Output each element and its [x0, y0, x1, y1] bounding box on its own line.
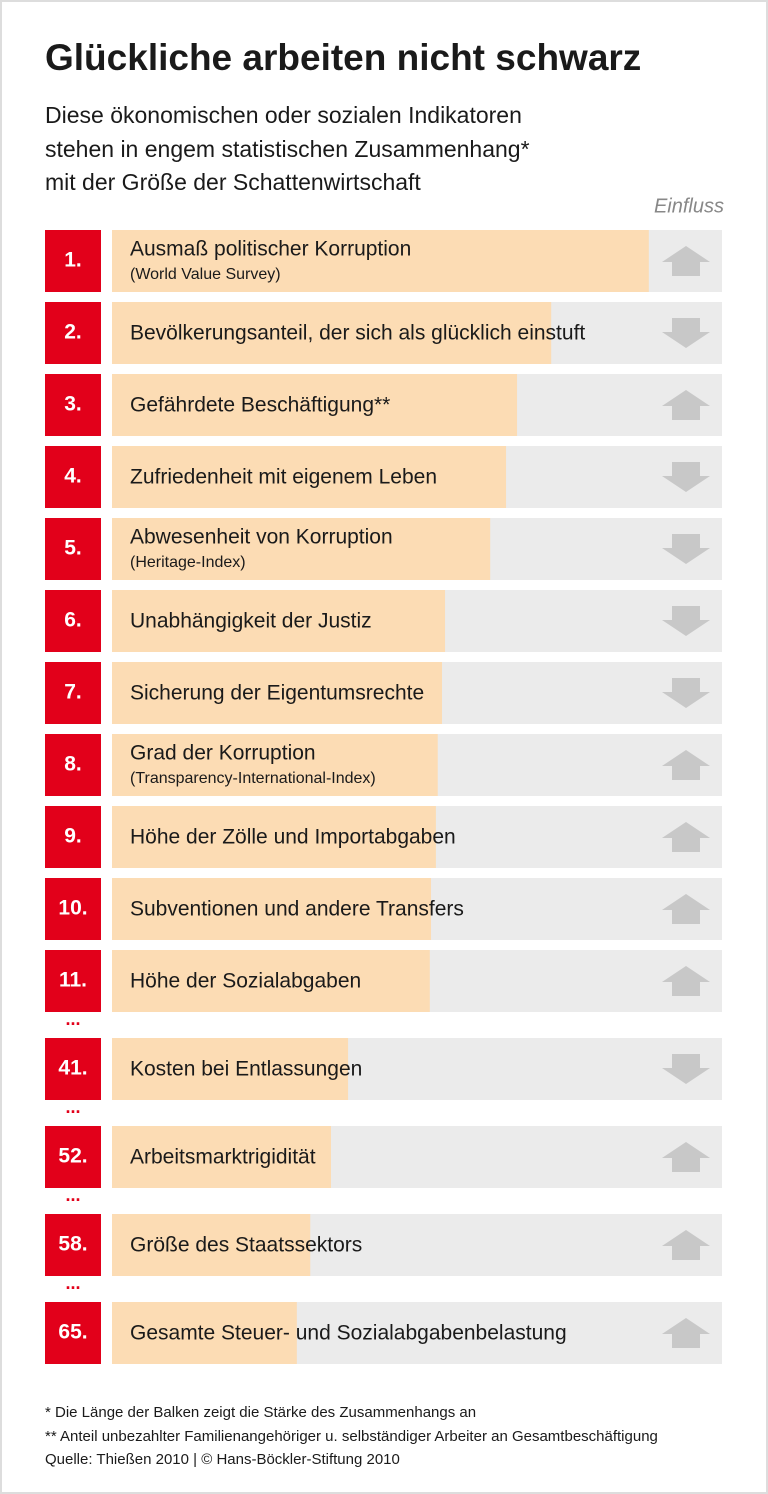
bar [112, 1302, 297, 1364]
rank-box [45, 230, 101, 292]
rank-box [45, 734, 101, 796]
influence-arrow [662, 318, 710, 348]
label: Subventionen und andere Transfers [130, 898, 464, 921]
influence-arrow [662, 606, 710, 636]
label: Gesamte Steuer- und Sozialabgabenbelastu… [130, 1322, 567, 1345]
influence-arrow [662, 894, 710, 924]
footnote: ** Anteil unbezahlter Familienangehörige… [45, 1428, 658, 1445]
rank: 9. [64, 825, 82, 848]
footnote: * Die Länge der Balken zeigt die Stärke … [45, 1404, 476, 1421]
bar [112, 1214, 311, 1276]
rank: 1. [64, 249, 82, 272]
influence-arrow [662, 966, 710, 996]
bar [112, 446, 507, 508]
rank-box [45, 1038, 101, 1100]
rank-box [45, 1302, 101, 1364]
rank: 7. [64, 681, 82, 704]
rank-box [45, 590, 101, 652]
bar [112, 302, 552, 364]
label: Zufriedenheit mit eigenem Leben [130, 466, 437, 489]
influence-arrow [662, 462, 710, 492]
bar [112, 590, 446, 652]
label: Arbeitsmarktrigidität [130, 1146, 316, 1169]
influence-arrow [662, 1318, 710, 1348]
rank: 3. [64, 393, 82, 416]
column-label: Einfluss [654, 195, 724, 217]
influence-arrow [662, 750, 710, 780]
source: Quelle: Thießen 2010 | © Hans-Böckler-St… [45, 1451, 400, 1468]
rank-box [45, 878, 101, 940]
bar [112, 230, 649, 292]
influence-arrow [662, 534, 710, 564]
bar [112, 878, 432, 940]
rank: 41. [58, 1057, 87, 1080]
label: Höhe der Zölle und Importabgaben [130, 826, 456, 849]
subtitle: Diese ökonomischen oder sozialen Indikat… [45, 102, 522, 128]
label: Sicherung der Eigentumsrechte [130, 682, 424, 705]
rank: 11. [59, 969, 87, 992]
rank: 65. [58, 1321, 87, 1344]
note: (World Value Survey) [130, 266, 281, 283]
label: Ausmaß politischer Korruption [130, 238, 411, 261]
rank-box [45, 1214, 101, 1276]
influence-arrow [662, 390, 710, 420]
note: (Heritage-Index) [130, 554, 246, 571]
bar [112, 806, 436, 868]
label: Bevölkerungsanteil, der sich als glückli… [130, 322, 585, 345]
label: Größe des Staatssektors [130, 1234, 362, 1257]
rank-box [45, 374, 101, 436]
rank: 4. [64, 465, 82, 488]
chart-title: Glückliche arbeiten nicht schwarz [45, 37, 641, 78]
rank: 6. [64, 609, 82, 632]
rank: 2. [64, 321, 82, 344]
break-marker: ... [65, 1273, 80, 1293]
bar [112, 662, 443, 724]
influence-arrow [662, 678, 710, 708]
rank: 10. [58, 897, 87, 920]
label: Kosten bei Entlassungen [130, 1058, 362, 1081]
subtitle: stehen in engem statistischen Zusammenha… [45, 136, 530, 162]
bar [112, 1038, 349, 1100]
rank-box [45, 518, 101, 580]
break-marker: ... [65, 1009, 80, 1029]
influence-arrow [662, 1142, 710, 1172]
rank: 58. [58, 1233, 87, 1256]
break-marker: ... [65, 1185, 80, 1205]
influence-arrow [662, 1054, 710, 1084]
label: Höhe der Sozialabgaben [130, 970, 361, 993]
influence-arrow [662, 822, 710, 852]
label: Gefährdete Beschäftigung** [130, 394, 390, 417]
bar [112, 950, 430, 1012]
influence-arrow [662, 1230, 710, 1260]
rank-box [45, 1126, 101, 1188]
subtitle: mit der Größe der Schattenwirtschaft [45, 169, 421, 195]
label: Unabhängigkeit der Justiz [130, 610, 372, 633]
bar [112, 518, 491, 580]
rank-box [45, 806, 101, 868]
label: Abwesenheit von Korruption [130, 526, 393, 549]
influence-arrow [662, 246, 710, 276]
bar [112, 1126, 331, 1188]
rank-box [45, 302, 101, 364]
rank: 52. [58, 1145, 87, 1168]
break-marker: ... [65, 1097, 80, 1117]
rank-box [45, 950, 101, 1012]
rank: 8. [64, 753, 82, 776]
rank-box [45, 662, 101, 724]
rank-box [45, 446, 101, 508]
rank: 5. [64, 537, 82, 560]
label: Grad der Korruption [130, 742, 316, 765]
bar [112, 734, 438, 796]
note: (Transparency-International-Index) [130, 770, 376, 787]
bar [112, 374, 518, 436]
